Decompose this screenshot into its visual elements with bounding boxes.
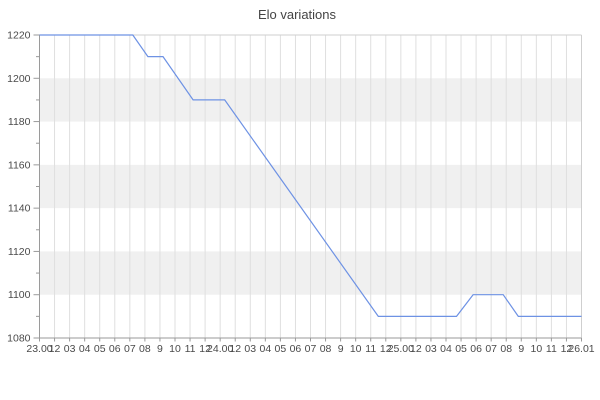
- y-tick-label: 1180: [8, 116, 31, 128]
- x-tick-label: 04: [440, 343, 452, 355]
- x-tick-label: 12: [49, 343, 61, 355]
- y-tick-label: 1120: [8, 246, 31, 258]
- x-axis-ticks: [39, 338, 582, 342]
- x-tick-label: 9: [338, 343, 344, 355]
- x-tick-label: 10: [530, 343, 542, 355]
- y-axis-ticks: [33, 34, 40, 339]
- x-tick-label: 07: [124, 343, 136, 355]
- x-tick-label: 25.00: [388, 343, 414, 355]
- x-tick-label: 07: [305, 343, 317, 355]
- x-tick-label: 08: [320, 343, 332, 355]
- y-tick-label: 1160: [8, 159, 31, 171]
- y-tick-label: 1140: [8, 203, 31, 215]
- x-tick-label: 04: [79, 343, 91, 355]
- y-tick-label: 1220: [7, 30, 31, 42]
- x-tick-label: 12: [380, 343, 392, 355]
- x-tick-label: 12: [229, 343, 241, 355]
- x-tick-label: 07: [485, 343, 497, 355]
- x-tick-label: 06: [290, 343, 302, 355]
- y-tick-label: 1080: [7, 333, 31, 345]
- elo-line-series: [39, 34, 582, 317]
- x-tick-label: 04: [259, 343, 271, 355]
- x-tick-label: 10: [169, 343, 181, 355]
- gridlines: [39, 35, 582, 338]
- x-tick-label: 05: [455, 343, 467, 355]
- x-tick-label: 03: [425, 343, 437, 355]
- x-tick-label: 26.01: [568, 343, 594, 355]
- x-tick-label: 9: [157, 343, 163, 355]
- y-axis-labels: 1080 1100 1120 1140 1160 1180 1200 1220: [7, 30, 31, 345]
- x-tick-label: 08: [139, 343, 151, 355]
- x-tick-label: 9: [518, 343, 524, 355]
- x-tick-label: 06: [470, 343, 482, 355]
- x-tick-label: 23.00: [26, 343, 52, 355]
- x-tick-label: 05: [275, 343, 287, 355]
- x-tick-label: 03: [244, 343, 256, 355]
- x-tick-label: 08: [500, 343, 512, 355]
- x-tick-label: 11: [365, 343, 376, 355]
- y-tick-label: 1200: [7, 73, 31, 85]
- x-tick-label: 12: [561, 343, 573, 355]
- x-tick-label: 24.00: [207, 343, 233, 355]
- x-tick-label: 12: [199, 343, 211, 355]
- x-tick-label: 11: [185, 343, 196, 355]
- x-tick-label: 06: [109, 343, 121, 355]
- y-tick-label: 1100: [8, 289, 31, 301]
- x-tick-label: 10: [350, 343, 362, 355]
- x-tick-label: 11: [546, 343, 557, 355]
- x-tick-label: 12: [410, 343, 422, 355]
- x-tick-label: 05: [94, 343, 106, 355]
- x-tick-label: 03: [64, 343, 76, 355]
- chart-title: Elo variations: [258, 7, 337, 22]
